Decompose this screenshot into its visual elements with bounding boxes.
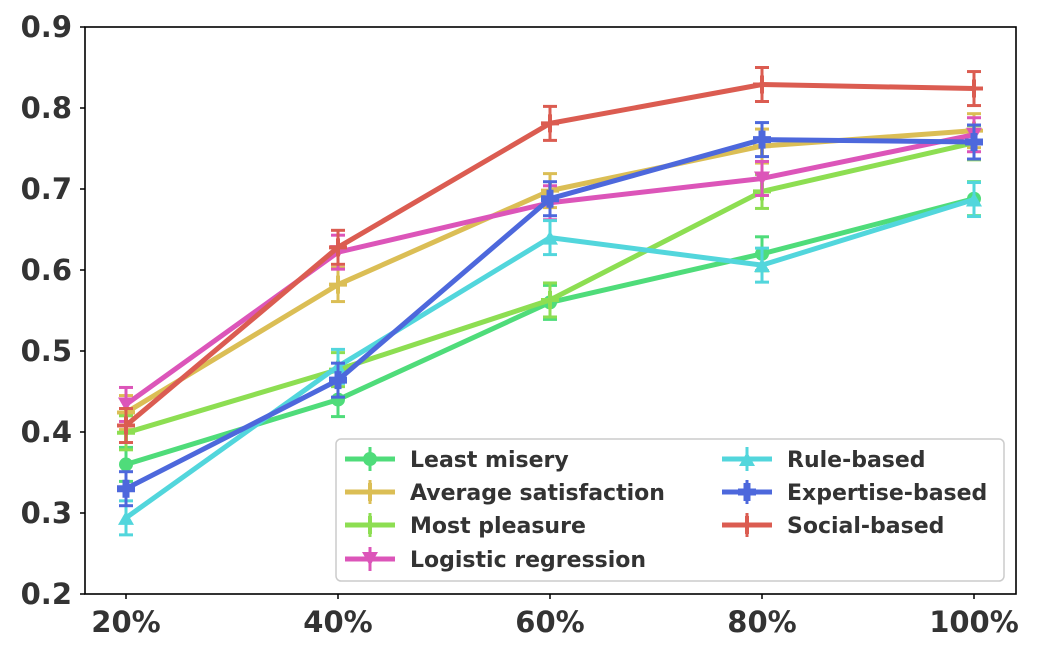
data-point (329, 238, 347, 257)
y-tick-label: 0.6 (21, 253, 72, 287)
legend-label: Most pleasure (410, 514, 586, 539)
x-tick-label: 20% (91, 605, 160, 639)
legend-entry-least-misery: Least misery (345, 447, 569, 473)
legend-marker (361, 516, 379, 534)
y-tick-label: 0.2 (21, 577, 72, 611)
data-point (329, 371, 347, 390)
legend-label: Logistic regression (410, 548, 646, 573)
legend-label: Least misery (410, 448, 569, 473)
data-point (117, 479, 135, 498)
legend-entry-social-based: Social-based (722, 513, 944, 539)
data-point (541, 114, 559, 133)
legend-label: Expertise-based (787, 481, 987, 506)
series-layer (117, 66, 983, 537)
x-tick-label: 80% (727, 605, 796, 639)
legend-entry-rule-based: Rule-based (722, 447, 926, 473)
legend-entry-most-pleasure: Most pleasure (345, 513, 586, 539)
y-tick-label: 0.7 (21, 172, 72, 206)
series-logistic-regression (118, 116, 982, 423)
legend-label: Rule-based (787, 448, 926, 473)
data-point (754, 258, 770, 273)
data-point (754, 171, 770, 186)
x-tick-label: 60% (515, 605, 584, 639)
legend-marker (361, 483, 379, 501)
x-axis-ticks: 20% 40% 60% 80% 100% (91, 594, 1019, 639)
data-point (329, 275, 347, 294)
legend-entry-logistic-regression: Logistic regression (345, 547, 646, 573)
series-social-based (117, 66, 983, 445)
legend-box (335, 438, 1005, 582)
data-point (118, 397, 134, 412)
legend-marker (362, 552, 378, 566)
legend-marker (363, 452, 377, 466)
x-tick-label: 100% (929, 605, 1019, 639)
data-point (965, 79, 983, 98)
data-point (965, 133, 983, 152)
legend-label: Average satisfaction (410, 481, 665, 506)
data-point (119, 457, 133, 472)
legend-marker (738, 516, 756, 534)
y-tick-label: 0.3 (21, 496, 72, 530)
legend-entry-expertise-based: Expertise-based (722, 480, 987, 506)
y-tick-label: 0.8 (21, 91, 72, 125)
data-point (117, 416, 135, 435)
legend-entry-average-satisfaction: Average satisfaction (345, 480, 665, 506)
y-tick-label: 0.5 (21, 334, 72, 368)
series-expertise-based (117, 121, 983, 508)
y-axis-ticks: 0.2 0.3 0.4 0.5 0.6 0.7 0.8 0.9 (21, 10, 85, 611)
y-tick-label: 0.9 (21, 10, 72, 44)
legend-label: Social-based (787, 514, 944, 539)
data-point (753, 130, 771, 149)
x-tick-label: 40% (303, 605, 372, 639)
data-point (118, 510, 134, 525)
legend: Least misery Average satisfaction Most ple… (335, 438, 1005, 582)
legend-marker (739, 452, 755, 466)
legend-marker (738, 483, 756, 501)
data-point (753, 75, 771, 94)
data-point (541, 290, 559, 309)
y-tick-label: 0.4 (21, 415, 72, 449)
data-point (542, 230, 558, 245)
data-point (541, 189, 559, 208)
data-point (966, 192, 982, 207)
